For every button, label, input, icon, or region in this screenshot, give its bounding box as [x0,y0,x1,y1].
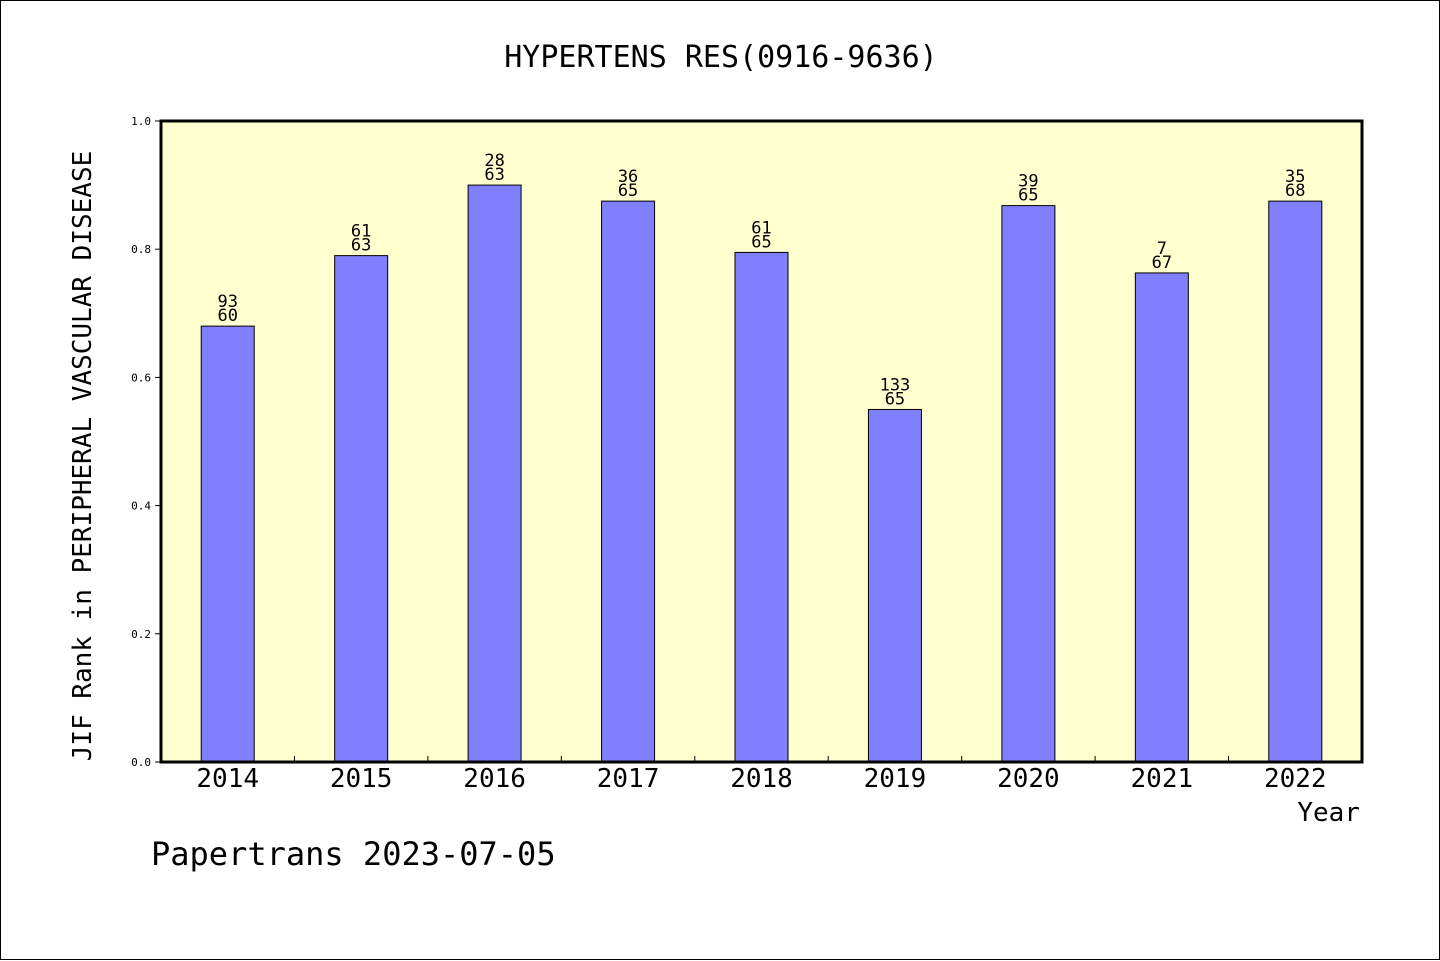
x-axis: 2014 2015 2016 2017 2018 2019 2020 2021 2022 [196,756,1327,794]
y-axis: 0.0 0.2 0.4 0.6 0.8 1.0 [131,115,161,769]
y-tick-label: 0.4 [131,500,151,513]
bar-label-top-2014: 93 [217,292,237,312]
x-tick-label-2020: 2020 [997,764,1060,794]
bar-2019 [867,408,922,763]
bar-label-top-2017: 36 [618,167,638,187]
bar-label-top-2018: 61 [751,218,771,238]
y-axis-title: JIF Rank in PERIPHERAL VASCULAR DISEASE [68,151,98,761]
bar-label-bottom-2022: 68 [1285,181,1305,201]
bar-label-bottom-2021: 67 [1152,253,1172,273]
bar-label-top-2022: 35 [1285,167,1305,187]
bar-label-top-2019: 133 [880,375,911,395]
bar-2021 [1134,272,1189,763]
bar-2022 [1268,200,1323,763]
x-tick-label-2019: 2019 [864,764,927,794]
bar-label-bottom-2017: 65 [618,181,638,201]
bar-label-top-2016: 28 [484,151,504,171]
bars-layer [200,184,1323,763]
footer-watermark: Papertrans 2023-07-05 [151,835,556,873]
x-tick-label-2021: 2021 [1131,764,1194,794]
bar-label-bottom-2015: 63 [351,236,371,256]
x-tick-label-2017: 2017 [597,764,660,794]
x-tick-label-2022: 2022 [1264,764,1327,794]
chart-title: HYPERTENS RES(0916-9636) [504,40,937,75]
bar-label-top-2015: 61 [351,222,371,242]
bar-2015 [334,255,389,763]
bar-label-top-2020: 39 [1018,172,1038,192]
bar-label-top-2021: 7 [1157,239,1167,259]
bar-label-bottom-2019: 65 [885,389,905,409]
bar-2020 [1001,205,1056,763]
y-tick-label: 0.8 [131,243,151,256]
bar-2017 [601,200,656,763]
x-tick-label-2018: 2018 [730,764,793,794]
bar-label-bottom-2018: 65 [751,232,771,252]
y-tick-label: 0.6 [131,371,151,384]
x-tick-label-2016: 2016 [463,764,526,794]
bar-label-bottom-2020: 65 [1018,186,1038,206]
x-tick-label-2015: 2015 [330,764,393,794]
bar-2018 [734,251,789,763]
bar-label-bottom-2014: 60 [217,306,237,326]
bar-2016 [467,184,522,763]
y-tick-label: 1.0 [131,115,151,128]
x-tick-label-2014: 2014 [196,764,259,794]
plot-border [159,119,1364,764]
bar-2014 [200,325,255,763]
x-axis-title: Year [1297,798,1360,828]
bar-label-bottom-2016: 63 [484,165,504,185]
y-tick-label: 0.2 [131,628,151,641]
y-tick-label: 0.0 [131,756,151,769]
